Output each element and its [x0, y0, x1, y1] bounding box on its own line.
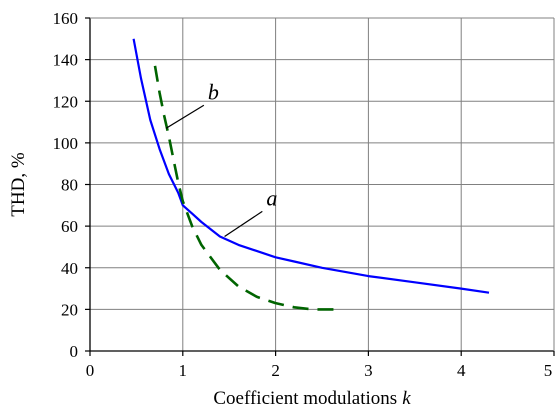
- y-tick-label: 100: [53, 134, 79, 153]
- y-tick-label: 160: [53, 9, 79, 28]
- y-tick-label: 20: [61, 300, 78, 319]
- axes-layer: [85, 17, 555, 356]
- x-tick-label: 2: [271, 361, 280, 380]
- x-tick-label: 4: [457, 361, 466, 380]
- x-tick-label: 3: [364, 361, 373, 380]
- x-axis-title: Coefficient modulations k: [213, 388, 411, 409]
- series-line-a: [132, 38, 490, 294]
- series-layer: [132, 38, 490, 311]
- annotation-label-a: a: [266, 185, 277, 210]
- annotation-leader-b: [165, 104, 205, 129]
- grid-layer: [90, 17, 555, 351]
- x-tick-label: 0: [86, 361, 95, 380]
- x-tick-label: 5: [544, 361, 553, 380]
- y-tick-label: 80: [61, 176, 78, 195]
- series-line-b: [153, 65, 336, 311]
- tick-labels: 0 20 40 60 80 100 120 140 160 0 1 2 3 4 5: [53, 9, 553, 380]
- x-tick-label: 1: [179, 361, 188, 380]
- y-axis-title: THD, %: [8, 152, 29, 217]
- y-tick-label: 0: [70, 342, 79, 361]
- annotation-leader-a: [224, 210, 263, 238]
- annotations: ab: [165, 79, 277, 238]
- y-tick-label: 120: [53, 92, 79, 111]
- y-tick-label: 140: [53, 51, 79, 70]
- y-tick-label: 60: [61, 217, 78, 236]
- x-axis-title-variable: k: [402, 388, 411, 409]
- x-axis-title-text: Coefficient modulations: [213, 388, 397, 409]
- annotation-label-b: b: [208, 79, 219, 104]
- y-tick-label: 40: [61, 259, 78, 278]
